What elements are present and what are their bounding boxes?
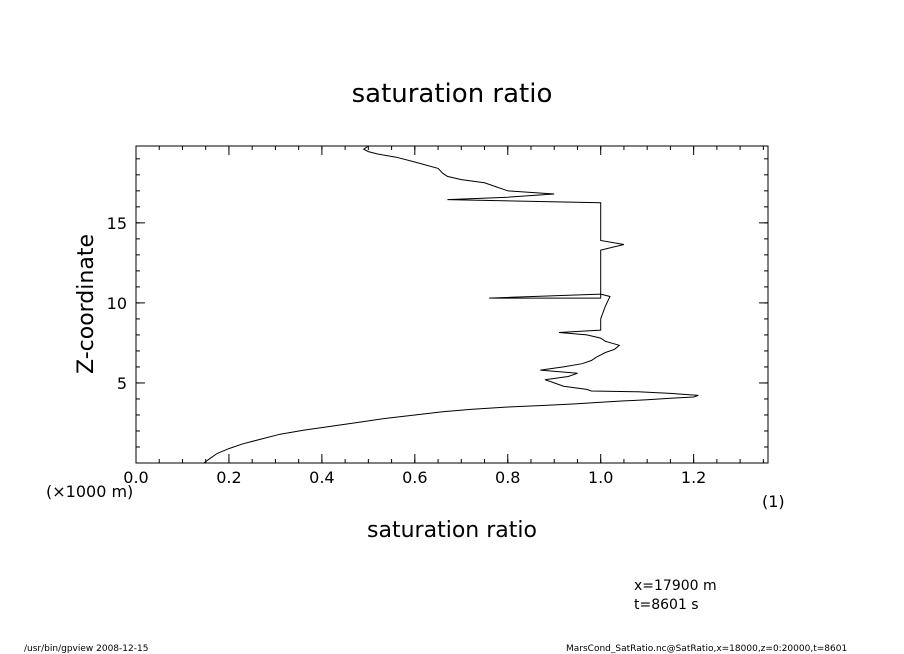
y-unit-label: (×1000 m)	[46, 482, 133, 501]
y-axis-label: Z-coordinate	[74, 234, 99, 374]
y-tick-label: 10	[107, 294, 127, 313]
x-tick-label: 0.8	[495, 468, 520, 487]
y-tick-label: 15	[107, 214, 127, 233]
x-tick-label: 0.6	[402, 468, 427, 487]
footer-right: MarsCond_SatRatio.nc@SatRatio,x=18000,z=…	[566, 644, 847, 654]
x-tick-label: 0.2	[216, 468, 241, 487]
y-tick-label: 5	[117, 374, 127, 393]
x-tick-label: 0.0	[123, 468, 148, 487]
series-line	[203, 145, 699, 464]
x-unit-label: (1)	[762, 492, 785, 511]
x-tick-labels: 0.0 0.2 0.4 0.6 0.8 1.0 1.2	[123, 468, 706, 487]
position-annotation: x=17900 m	[634, 578, 717, 594]
x-tick-label: 0.4	[309, 468, 334, 487]
axis-ticks	[135, 146, 768, 463]
x-axis-label: saturation ratio	[367, 518, 537, 543]
x-tick-label: 1.0	[588, 468, 613, 487]
x-tick-label: 1.2	[681, 468, 706, 487]
time-annotation: t=8601 s	[634, 597, 699, 613]
plot-frame	[135, 145, 769, 464]
chart-title: saturation ratio	[352, 79, 553, 109]
footer-left: /usr/bin/gpview 2008-12-15	[24, 644, 148, 654]
y-tick-labels: 5 10 15	[107, 214, 127, 393]
